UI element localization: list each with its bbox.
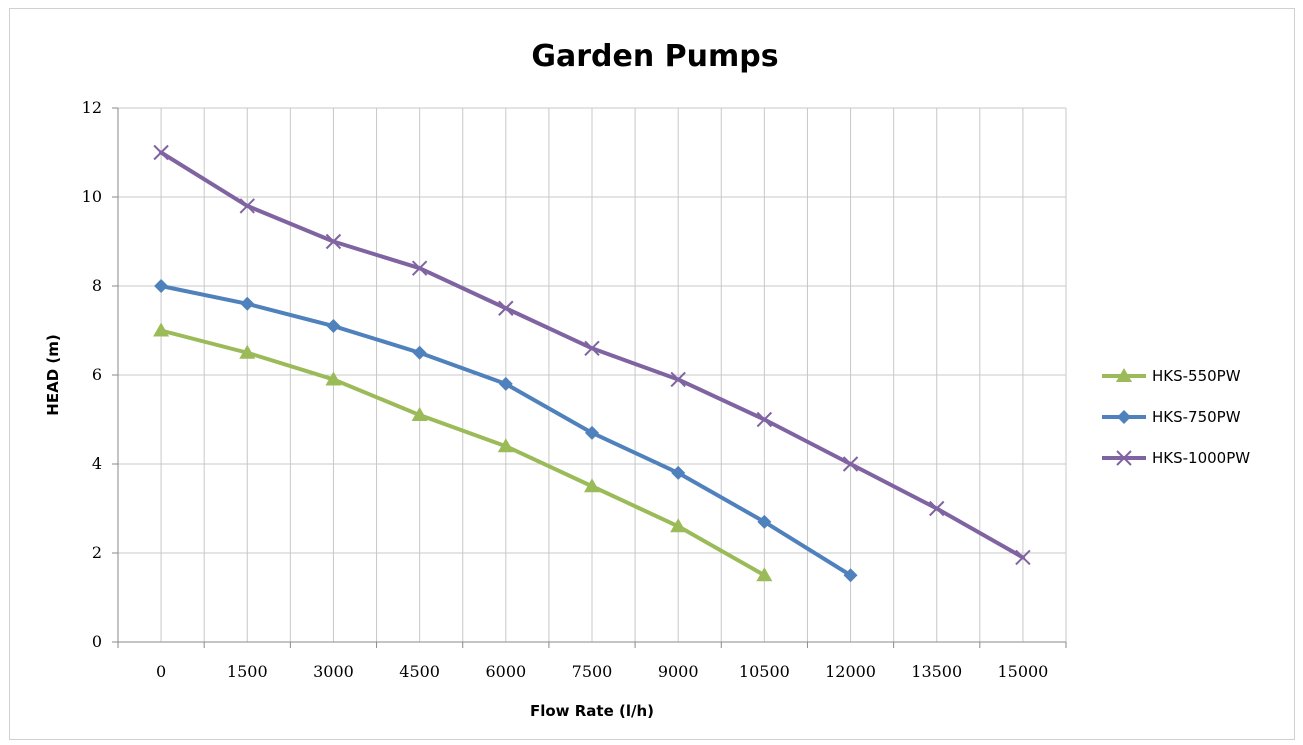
data-point-hks-550pw: [670, 518, 687, 533]
legend-label: HKS-750PW: [1152, 408, 1241, 426]
y-tick-label: 8: [92, 276, 102, 295]
data-point-hks-1000pw: [325, 233, 342, 250]
series-line-hks-550pw: [159, 328, 767, 578]
data-point-hks-1000pw: [842, 456, 859, 472]
x-tick-label: 6000: [485, 662, 526, 681]
tick-labels: 0 2 4 6 8 10 12 0 1500 3000 4500 6000 7500 9000 10500 1…: [82, 98, 1049, 681]
data-point-hks-750pw: [240, 296, 255, 311]
data-point-hks-1000pw: [411, 260, 428, 276]
legend-marker: [1117, 410, 1131, 424]
data-point-hks-550pw: [584, 478, 600, 493]
data-point-hks-750pw: [585, 425, 599, 440]
data-point-hks-1000pw: [756, 411, 773, 428]
data-point-hks-550pw: [325, 371, 342, 386]
legend-label: HKS-1000PW: [1152, 449, 1250, 467]
chart-frame: [9, 8, 1295, 740]
y-tick-label: 10: [82, 187, 102, 206]
data-point-hks-750pw: [843, 568, 858, 583]
grid-lines: [118, 107, 1067, 642]
y-tick-label: 4: [92, 454, 102, 473]
y-axis-title: HEAD (m): [44, 334, 62, 415]
legend-label: HKS-550PW: [1152, 367, 1241, 385]
data-point-hks-750pw: [412, 345, 427, 360]
x-tick-label: 9000: [658, 662, 699, 681]
legend-marker: [1116, 368, 1132, 382]
x-tick-label: 3000: [313, 662, 354, 681]
y-tick-label: 2: [92, 543, 102, 562]
data-point-hks-1000pw: [584, 340, 600, 357]
data-point-hks-1000pw: [1015, 549, 1031, 566]
x-tick-label: 4500: [399, 662, 440, 681]
data-point-hks-750pw: [498, 376, 513, 391]
x-tick-label: 1500: [227, 662, 268, 681]
x-axis-title: Flow Rate (l/h): [530, 702, 654, 720]
x-tick-label: 15000: [997, 662, 1048, 681]
data-point-hks-750pw: [154, 279, 169, 293]
data-point-hks-550pw: [756, 567, 773, 582]
x-tick-label: 10500: [739, 662, 790, 681]
data-point-hks-1000pw: [498, 300, 514, 316]
data-point-hks-1000pw: [153, 144, 169, 161]
y-tick-label: 0: [92, 632, 102, 651]
data-point-hks-750pw: [671, 465, 686, 480]
legend-marker: [1116, 450, 1132, 466]
axes: [112, 107, 1067, 648]
y-tick-label: 6: [92, 365, 102, 384]
data-point-hks-750pw: [757, 514, 772, 529]
data-point-hks-550pw: [497, 438, 514, 453]
data-point-hks-550pw: [153, 322, 170, 337]
data-point-hks-750pw: [326, 319, 341, 334]
series-markers: [153, 144, 1031, 583]
x-tick-label: 12000: [825, 662, 876, 681]
x-tick-label: 13500: [911, 662, 962, 681]
data-point-hks-1000pw: [929, 500, 945, 517]
chart-title: Garden Pumps: [531, 39, 778, 74]
data-point-hks-550pw: [239, 344, 256, 359]
x-tick-label: 0: [156, 662, 166, 681]
data-point-hks-1000pw: [670, 371, 686, 388]
y-tick-label: 12: [82, 98, 102, 117]
x-tick-label: 7500: [572, 662, 613, 681]
legend: HKS-550PW HKS-750PW HKS-1000PW: [1102, 367, 1250, 467]
data-point-hks-550pw: [411, 407, 428, 422]
data-point-hks-1000pw: [239, 198, 255, 214]
